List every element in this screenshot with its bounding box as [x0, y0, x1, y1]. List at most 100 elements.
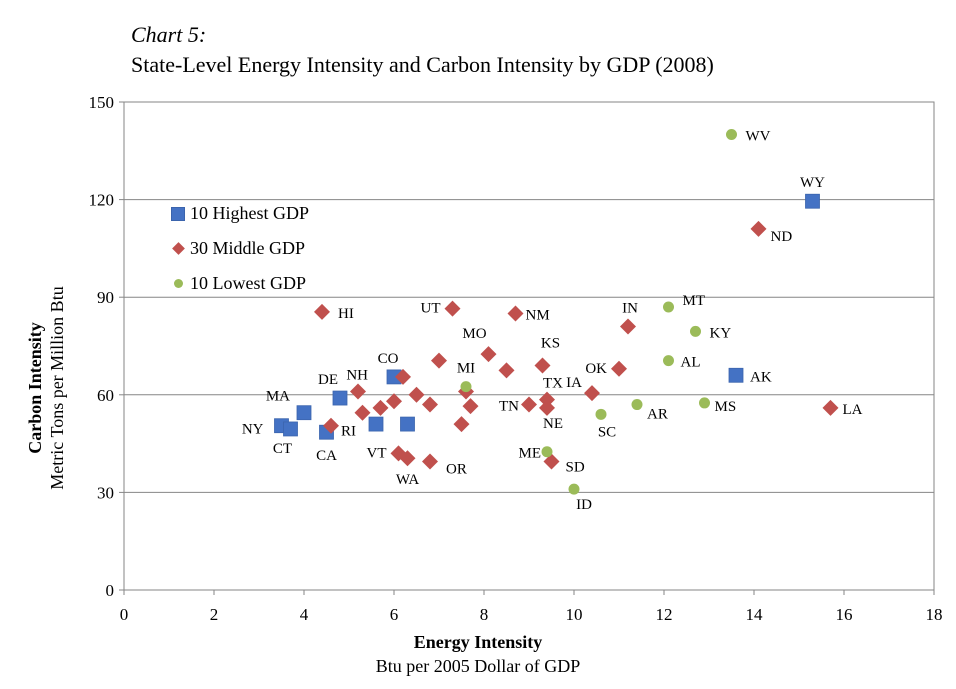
point-label: NE — [543, 416, 563, 432]
square-marker — [283, 421, 298, 437]
diamond-marker — [822, 399, 839, 416]
point-label: KY — [710, 325, 732, 341]
x-tick-label: 4 — [300, 605, 309, 624]
circle-marker — [460, 381, 472, 393]
circle-marker — [595, 408, 607, 420]
legend-label: 10 Lowest GDP — [190, 273, 306, 293]
circle-marker — [663, 355, 674, 367]
x-tick-label: 0 — [120, 605, 129, 624]
diamond-marker — [354, 404, 371, 421]
y-tick-label: 60 — [97, 386, 114, 405]
square-marker — [296, 405, 312, 421]
diamond-marker — [314, 303, 330, 320]
point-label: OR — [446, 461, 467, 477]
x-tick-label: 8 — [480, 605, 489, 624]
point-label: MA — [266, 389, 290, 405]
x-tick-label: 18 — [926, 605, 943, 624]
square-marker — [368, 416, 384, 432]
x-tick-label: 6 — [390, 605, 399, 624]
point-label: IN — [622, 300, 638, 316]
point-label: AK — [750, 369, 772, 385]
diamond-marker — [422, 396, 438, 413]
circle-marker — [690, 325, 701, 337]
diamond-marker — [422, 453, 438, 470]
x-tick-label: 2 — [210, 605, 219, 624]
diamond-marker — [534, 357, 551, 374]
diamond-marker — [611, 360, 627, 377]
point-label: RI — [341, 424, 356, 440]
point-label: SC — [598, 424, 616, 440]
legend-label: 30 Middle GDP — [190, 238, 306, 258]
y-tick-label: 90 — [97, 288, 114, 307]
point-label: WY — [800, 175, 825, 191]
circle-marker — [663, 301, 674, 313]
point-label: TN — [499, 399, 519, 415]
x-tick-label: 12 — [656, 605, 673, 624]
diamond-marker — [462, 398, 479, 415]
point-label: IA — [566, 375, 582, 391]
y-tick-label: 150 — [89, 93, 115, 112]
diamond-marker — [584, 385, 600, 402]
point-label: LA — [843, 402, 863, 418]
circle-marker — [699, 397, 710, 409]
diamond-marker — [750, 220, 767, 237]
diamond-marker — [372, 399, 389, 416]
diamond-marker — [444, 300, 461, 317]
point-label: MS — [715, 399, 737, 415]
diamond-marker-icon — [170, 242, 186, 255]
square-marker — [805, 193, 820, 209]
point-label: DE — [318, 372, 338, 388]
point-label: ND — [771, 229, 793, 245]
diamond-marker — [498, 362, 515, 379]
diamond-marker — [620, 318, 636, 335]
diamond-marker — [395, 368, 411, 385]
point-label: MO — [462, 326, 486, 342]
point-label: TX — [543, 376, 563, 392]
point-label: SD — [566, 459, 585, 475]
y-axis-subtitle: Metric Tons per Million Btu — [47, 286, 67, 490]
y-tick-label: 0 — [106, 581, 115, 600]
diamond-marker — [539, 399, 555, 416]
diamond-marker — [507, 305, 524, 322]
point-label: CO — [378, 351, 399, 367]
diamond-marker — [453, 416, 470, 433]
x-tick-label: 14 — [746, 605, 764, 624]
circle-marker — [726, 129, 737, 141]
point-label: KS — [541, 336, 560, 352]
square-marker — [332, 390, 348, 406]
legend-item-middle: 30 Middle GDP — [170, 231, 309, 266]
point-label: AL — [681, 355, 701, 371]
point-label: AR — [647, 407, 668, 423]
legend-item-highest: 10 Highest GDP — [170, 196, 309, 231]
point-label: NY — [242, 422, 264, 438]
diamond-marker — [408, 386, 425, 403]
legend-item-lowest: 10 Lowest GDP — [170, 266, 309, 301]
circle-marker-icon — [170, 279, 186, 288]
square-marker — [728, 367, 744, 383]
diamond-marker — [521, 396, 537, 413]
point-label: HI — [338, 306, 354, 322]
point-label: UT — [421, 301, 441, 317]
x-tick-label: 16 — [836, 605, 853, 624]
diamond-marker — [543, 453, 560, 470]
square-marker-icon — [170, 206, 186, 221]
circle-marker — [541, 446, 553, 458]
diamond-marker — [399, 450, 416, 467]
point-label: MT — [683, 293, 706, 309]
point-label: MI — [457, 361, 475, 377]
y-tick-label: 30 — [97, 483, 114, 502]
square-marker — [400, 416, 415, 432]
point-label: NM — [526, 307, 550, 323]
point-label: NH — [346, 368, 368, 384]
point-label: CT — [273, 441, 292, 457]
chart-title-prefix: Chart 5: — [131, 22, 207, 47]
point-label: WV — [746, 129, 771, 145]
chart-title: State-Level Energy Intensity and Carbon … — [131, 52, 714, 77]
diamond-marker — [539, 391, 555, 408]
x-axis-subtitle: Btu per 2005 Dollar of GDP — [375, 656, 581, 676]
y-tick-label: 120 — [89, 191, 115, 210]
diamond-marker — [350, 383, 366, 400]
point-label: ID — [576, 497, 592, 513]
x-tick-label: 10 — [566, 605, 583, 624]
